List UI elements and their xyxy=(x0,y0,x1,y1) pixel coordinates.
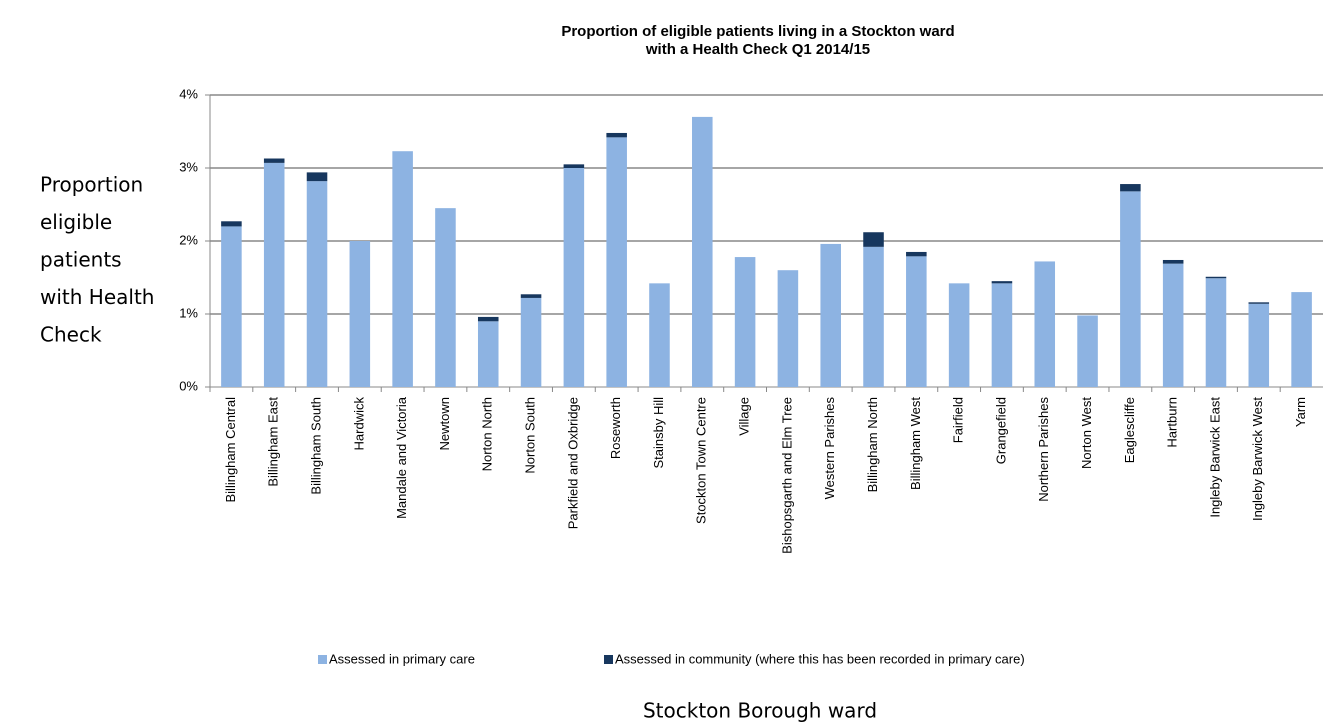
x-tick-label: Village xyxy=(737,397,752,436)
chart-title: Proportion of eligible patients living i… xyxy=(561,23,954,40)
y-axis-label: patients xyxy=(40,248,122,272)
bar-segment xyxy=(863,246,884,387)
x-tick-label: Billingham North xyxy=(865,397,880,492)
bar-segment xyxy=(263,158,285,163)
bar-segment xyxy=(349,241,371,387)
chart-title: with a Health Check Q1 2014/15 xyxy=(645,41,870,58)
bar-segment xyxy=(306,172,328,182)
x-tick-label: Yarm xyxy=(1293,397,1308,427)
legend-label: Assessed in primary care xyxy=(329,651,475,666)
bar-segment xyxy=(1205,278,1227,387)
x-tick-label: Stainsby Hill xyxy=(651,397,666,469)
bar-segment xyxy=(1077,315,1098,387)
y-axis-label: with Health xyxy=(40,285,154,309)
x-tick-label: Billingham South xyxy=(308,397,323,495)
bar-segment xyxy=(435,208,456,387)
bar-segment xyxy=(692,116,713,388)
bar-segment xyxy=(520,294,542,298)
x-tick-label: Norton South xyxy=(522,397,537,474)
bar-segment xyxy=(1120,184,1141,192)
bar-segment xyxy=(948,283,970,387)
bar-segment xyxy=(1248,302,1270,304)
x-tick-label: Norton West xyxy=(1079,397,1094,469)
x-tick-label: Billingham West xyxy=(908,397,923,490)
x-tick-label: Parkfield and Oxbridge xyxy=(565,397,580,529)
x-tick-label: Grangefield xyxy=(993,397,1008,464)
bar-segment xyxy=(1162,259,1184,264)
x-axis-label: Stockton Borough ward xyxy=(643,699,877,723)
x-tick-label: Stockton Town Centre xyxy=(694,397,709,524)
bar-segment xyxy=(820,243,841,387)
bar-segment xyxy=(477,316,499,322)
y-axis-label: eligible xyxy=(40,210,112,234)
bar-segment xyxy=(777,270,799,387)
bar-segment xyxy=(1248,303,1270,387)
y-tick-label: 1% xyxy=(179,305,198,320)
bar-segment xyxy=(906,256,927,387)
y-tick-label: 4% xyxy=(179,86,198,101)
x-tick-label: Ingleby Barwick East xyxy=(1207,397,1222,518)
bar-segment xyxy=(520,297,542,387)
x-tick-label: Eaglescliffe xyxy=(1122,397,1137,463)
bar-segment xyxy=(477,321,499,387)
bar-segment xyxy=(263,162,285,387)
bar-segment xyxy=(306,181,328,387)
x-tick-label: Norton North xyxy=(480,397,495,471)
bar-segment xyxy=(1120,191,1141,387)
x-tick-label: Bishopsgarth and Elm Tree xyxy=(779,397,794,554)
x-tick-label: Western Parishes xyxy=(822,397,837,500)
bar-segment xyxy=(991,283,1013,387)
bar-segment xyxy=(221,221,242,227)
x-tick-label: Roseworth xyxy=(608,397,623,459)
legend-swatch xyxy=(604,655,613,664)
bar-segment xyxy=(1034,261,1056,387)
y-tick-label: 2% xyxy=(179,232,198,247)
bar-segment xyxy=(906,251,927,257)
bar-segment xyxy=(563,168,585,387)
x-tick-label: Hardwick xyxy=(351,397,366,451)
bar-segment xyxy=(991,281,1013,284)
x-tick-label: Billingham Central xyxy=(223,397,238,503)
bar-segment xyxy=(734,257,756,387)
bar-segment xyxy=(649,283,670,387)
x-tick-label: Fairfield xyxy=(951,397,966,443)
legend-swatch xyxy=(318,655,327,664)
bar-segment xyxy=(392,151,413,387)
bar-segment xyxy=(863,232,884,247)
bar-segment xyxy=(221,226,242,387)
bar-segment xyxy=(1162,263,1184,387)
legend-label: Assessed in community (where this has be… xyxy=(615,651,1025,666)
x-tick-label: Ingleby Barwick West xyxy=(1250,397,1265,521)
y-axis-label: Proportion xyxy=(40,173,143,197)
bar-segment xyxy=(1291,292,1312,387)
y-tick-label: 3% xyxy=(179,159,198,174)
x-tick-label: Northern Parishes xyxy=(1036,397,1051,502)
x-tick-label: Billingham East xyxy=(266,397,281,487)
x-tick-label: Newtown xyxy=(437,397,452,450)
y-tick-label: 0% xyxy=(179,378,198,393)
bar-segment xyxy=(1205,276,1227,279)
bar-segment xyxy=(606,132,627,138)
y-axis-label: Check xyxy=(40,323,102,347)
bar-segment xyxy=(563,164,585,168)
x-tick-label: Hartburn xyxy=(1165,397,1180,448)
bar-segment xyxy=(606,137,627,387)
x-tick-label: Mandale and Victoria xyxy=(394,396,409,519)
